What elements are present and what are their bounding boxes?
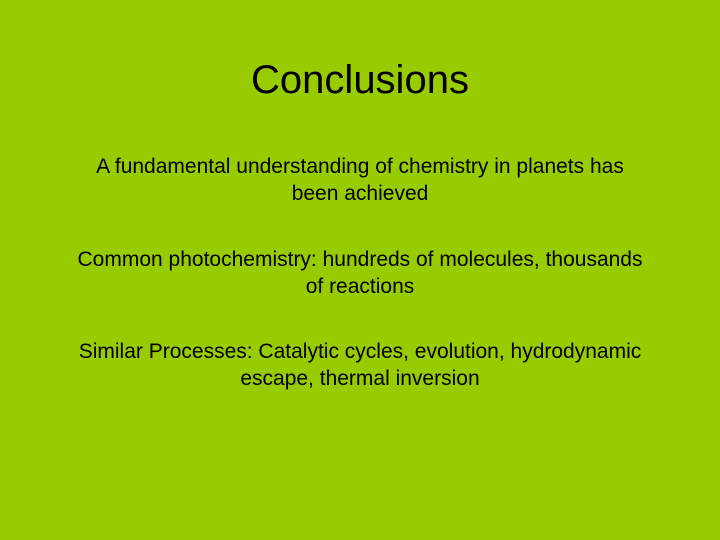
bullet-point: A fundamental understanding of chemistry… [60, 153, 660, 208]
bullet-point: Similar Processes: Catalytic cycles, evo… [60, 338, 660, 393]
slide-title: Conclusions [60, 58, 660, 103]
slide-container: Conclusions A fundamental understanding … [0, 0, 720, 540]
bullet-point: Common photochemistry: hundreds of molec… [60, 246, 660, 301]
